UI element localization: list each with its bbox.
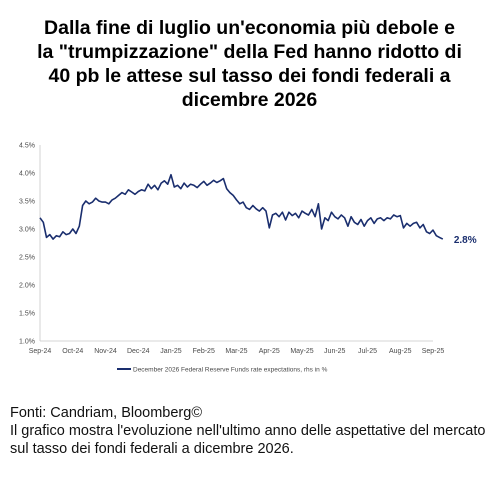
y-axis-ticks: 4.5% 4.0% 3.5% 3.0% 2.5% 2.0% 1.5% 1.0%	[19, 143, 35, 346]
title-line: dicembre 2026	[181, 89, 318, 111]
line-chart: 4.5% 4.0% 3.5% 3.0% 2.5% 2.0% 1.5% 1.0% Sep-24 O…	[19, 143, 477, 374]
series-layer: 2.8%	[39, 173, 477, 246]
x-tick-label: Jul-25	[358, 348, 377, 355]
x-tick-label: Oct-24	[62, 348, 83, 355]
series-line	[39, 173, 444, 240]
title-line: la "trumpizzazione" della Fed hanno rido…	[37, 41, 462, 63]
x-tick-label: May-25	[290, 348, 313, 355]
x-tick-label: Dec-24	[127, 348, 150, 355]
y-tick-label: 3.5%	[19, 199, 35, 206]
y-tick-label: 4.5%	[19, 143, 35, 150]
title-line: Dalla fine di luglio un'economia più deb…	[44, 17, 455, 39]
legend-label: December 2026 Federal Reserve Funds rate…	[133, 366, 328, 373]
chart-legend: December 2026 Federal Reserve Funds rate…	[117, 366, 328, 373]
chart-axes	[39, 145, 433, 342]
x-tick-label: Mar-25	[225, 348, 247, 355]
x-tick-label: Apr-25	[259, 348, 280, 355]
x-tick-label: Jan-25	[160, 348, 182, 355]
x-tick-label: Sep-24	[29, 348, 52, 355]
x-tick-label: Nov-24	[94, 348, 117, 355]
source-note: Fonti: Candriam, Bloomberg©	[10, 405, 203, 421]
y-tick-label: 2.5%	[19, 255, 35, 262]
y-tick-label: 1.0%	[19, 339, 35, 346]
y-tick-label: 4.0%	[19, 171, 35, 178]
y-tick-label: 3.0%	[19, 227, 35, 234]
title-line: 40 pb le attese sul tasso dei fondi fede…	[48, 65, 451, 87]
footer: Fonti: Candriam, Bloomberg© Il grafico m…	[10, 404, 495, 458]
x-axis-ticks: Sep-24 Oct-24 Nov-24 Dec-24 Jan-25 Feb-25 Mar-…	[29, 348, 445, 355]
x-tick-label: Jun-25	[324, 348, 346, 355]
y-tick-label: 2.0%	[19, 283, 35, 290]
x-tick-label: Feb-25	[193, 348, 215, 355]
y-tick-label: 1.5%	[19, 311, 35, 318]
x-tick-label: Sep-25	[422, 348, 445, 355]
chart-title: Dalla fine di luglio un'economia più deb…	[0, 16, 499, 112]
last-value-label: 2.8%	[454, 235, 477, 246]
chart-description: Il grafico mostra l'evoluzione nell'ulti…	[10, 423, 486, 457]
x-tick-label: Aug-25	[389, 348, 412, 355]
